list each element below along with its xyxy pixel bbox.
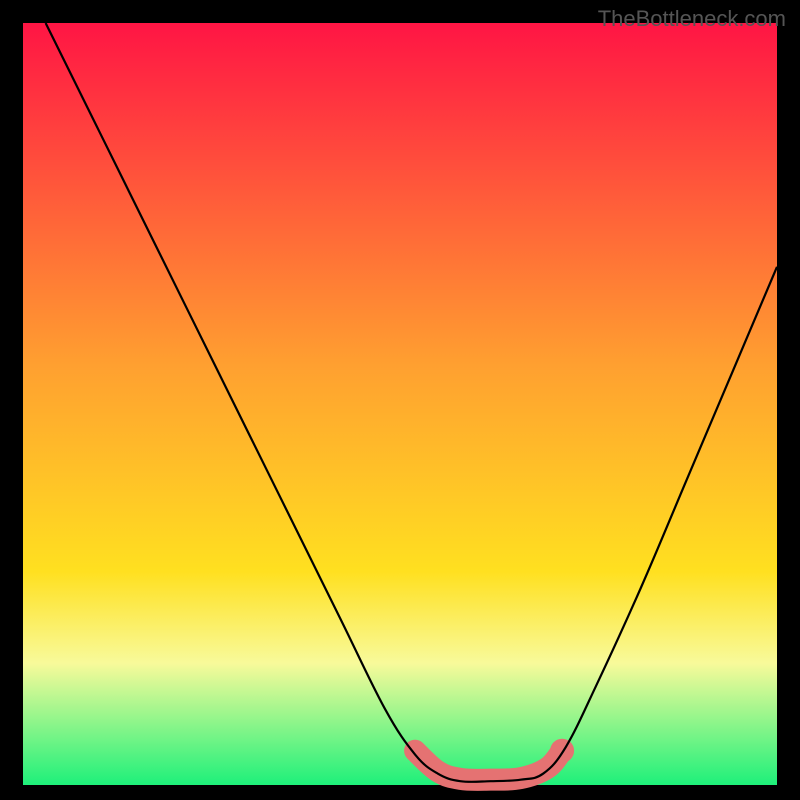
band-end-dot [550,739,574,763]
curve-layer-svg [0,0,800,800]
watermark-text: TheBottleneck.com [598,6,786,32]
bottleneck-curve [46,23,777,782]
